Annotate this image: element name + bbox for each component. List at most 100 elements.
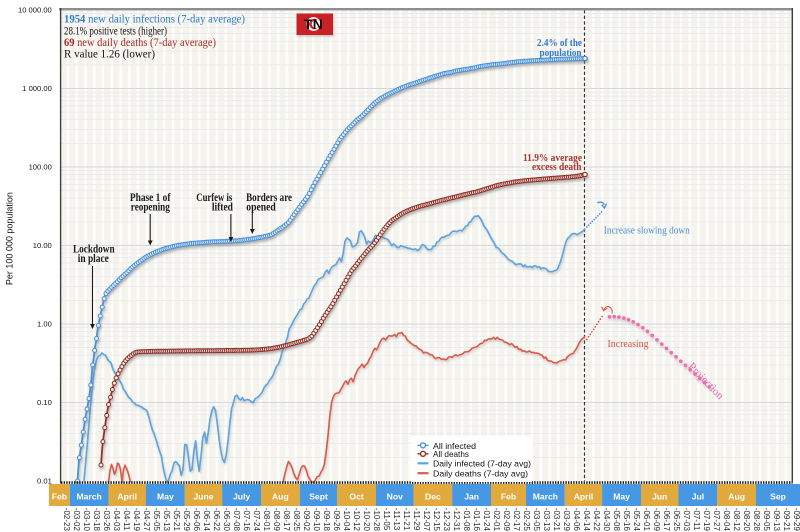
svg-text:-04-06: -04-06 <box>572 508 581 532</box>
svg-text:May: May <box>613 492 630 502</box>
svg-text:10 000.00: 10 000.00 <box>18 6 52 15</box>
svg-text:-06-09: -06-09 <box>652 508 661 532</box>
svg-text:-08-04: -08-04 <box>722 508 731 532</box>
svg-text:-03-21: -03-21 <box>552 508 561 532</box>
svg-text:-09-18: -09-18 <box>322 508 331 532</box>
svg-text:Jun: Jun <box>652 492 667 502</box>
svg-text:-07-16: -07-16 <box>242 508 251 532</box>
svg-text:April: April <box>117 492 137 502</box>
svg-text:Daily infected (7-day avg): Daily infected (7-day avg) <box>433 459 531 469</box>
svg-text:-10-28: -10-28 <box>372 508 381 532</box>
svg-text:-06-06: -06-06 <box>192 508 201 532</box>
svg-text:All deaths: All deaths <box>433 449 469 459</box>
svg-text:-11-05: -11-05 <box>382 508 391 531</box>
svg-text:-01-24: -01-24 <box>482 508 491 532</box>
svg-text:-07-27: -07-27 <box>712 508 721 532</box>
svg-text:-04-22: -04-22 <box>592 508 601 532</box>
svg-text:R value 1.26 (lower): R value 1.26 (lower) <box>64 48 155 60</box>
svg-text:Aug: Aug <box>272 492 289 502</box>
svg-text:Aug: Aug <box>728 492 745 502</box>
svg-text:0.10: 0.10 <box>37 398 52 407</box>
svg-text:-08-28: -08-28 <box>752 508 761 532</box>
svg-text:2.4% of the: 2.4% of the <box>537 38 582 49</box>
svg-text:Curfew is: Curfew is <box>196 192 233 204</box>
svg-text:-03-13: -03-13 <box>542 508 551 532</box>
svg-text:-04-30: -04-30 <box>602 508 611 532</box>
svg-text:-06-22: -06-22 <box>212 508 221 532</box>
svg-text:-08-12: -08-12 <box>732 508 741 532</box>
svg-text:Borders are: Borders are <box>246 192 292 204</box>
svg-text:-03-02: -03-02 <box>72 508 81 532</box>
svg-text:11.9% average: 11.9% average <box>523 153 582 164</box>
svg-text:-08-25: -08-25 <box>292 508 301 532</box>
svg-text:Dec: Dec <box>425 492 441 502</box>
svg-text:-07-19: -07-19 <box>702 508 711 532</box>
svg-text:-03-29: -03-29 <box>562 508 571 532</box>
svg-text:Daily deaths (7-day avg): Daily deaths (7-day avg) <box>433 469 528 479</box>
svg-text:Phase 1 of: Phase 1 of <box>130 192 171 204</box>
svg-text:-06-25: -06-25 <box>672 508 681 532</box>
svg-text:Increasing: Increasing <box>608 339 650 350</box>
svg-text:Nov: Nov <box>387 492 403 502</box>
svg-text:-03-05: -03-05 <box>532 508 541 532</box>
svg-text:May: May <box>157 492 174 502</box>
svg-text:-08-17: -08-17 <box>282 508 291 532</box>
svg-text:-10-20: -10-20 <box>362 508 371 532</box>
svg-text:1 000.00: 1 000.00 <box>22 84 52 93</box>
svg-text:-06-17: -06-17 <box>662 508 671 532</box>
svg-text:-09-26: -09-26 <box>332 508 341 532</box>
svg-text:-12-23: -12-23 <box>442 508 451 532</box>
svg-text:10.00: 10.00 <box>33 241 52 250</box>
svg-text:-11-13: -11-13 <box>392 508 401 531</box>
svg-text:-03-18: -03-18 <box>92 508 101 532</box>
svg-text:Feb: Feb <box>501 492 516 502</box>
svg-text:-10-12: -10-12 <box>352 508 361 532</box>
svg-text:-04-11: -04-11 <box>122 508 131 531</box>
svg-text:July: July <box>233 492 250 502</box>
svg-text:-06-30: -06-30 <box>222 508 231 532</box>
svg-text:-04-14: -04-14 <box>582 508 591 532</box>
svg-text:-03-26: -03-26 <box>102 508 111 532</box>
svg-text:-08-09: -08-09 <box>272 508 281 532</box>
svg-text:-02-23: -02-23 <box>62 508 71 532</box>
svg-text:-01-08: -01-08 <box>462 508 471 532</box>
svg-text:-08-20: -08-20 <box>742 508 751 532</box>
svg-text:-02-25: -02-25 <box>522 508 531 532</box>
svg-text:June: June <box>193 492 213 502</box>
svg-text:-08-01: -08-01 <box>262 508 271 532</box>
svg-text:Jan: Jan <box>464 492 479 502</box>
svg-text:-09-02: -09-02 <box>302 508 311 532</box>
svg-text:population: population <box>540 48 582 59</box>
svg-text:-09-29: -09-29 <box>792 508 800 532</box>
svg-text:-12-15: -12-15 <box>432 508 441 532</box>
svg-text:opened: opened <box>246 202 276 214</box>
svg-text:-09-21: -09-21 <box>782 508 791 532</box>
svg-text:March: March <box>533 492 558 502</box>
svg-text:-11-29: -11-29 <box>412 508 421 531</box>
svg-text:All infected: All infected <box>433 441 476 451</box>
svg-text:-07-11: -07-11 <box>692 508 701 531</box>
svg-text:-02-17: -02-17 <box>512 508 521 532</box>
svg-text:-06-01: -06-01 <box>642 508 651 532</box>
svg-text:-05-08: -05-08 <box>612 508 621 532</box>
svg-text:-07-24: -07-24 <box>252 508 261 532</box>
svg-text:-02-09: -02-09 <box>502 508 511 532</box>
svg-text:-05-05: -05-05 <box>152 508 161 532</box>
svg-text:-05-21: -05-21 <box>172 508 181 532</box>
svg-text:-12-31: -12-31 <box>452 508 461 532</box>
svg-text:Oct: Oct <box>349 492 363 502</box>
svg-text:-03-10: -03-10 <box>82 508 91 532</box>
svg-text:-10-04: -10-04 <box>342 508 351 532</box>
svg-text:excess death: excess death <box>532 162 582 173</box>
svg-text:-05-16: -05-16 <box>622 508 631 532</box>
svg-text:Lockdown: Lockdown <box>73 243 115 255</box>
svg-text:-07-03: -07-03 <box>682 508 691 532</box>
svg-text:-04-27: -04-27 <box>142 508 151 532</box>
svg-text:-02-01: -02-01 <box>492 508 501 532</box>
svg-text:100.00: 100.00 <box>29 163 52 172</box>
svg-text:-04-19: -04-19 <box>132 508 141 532</box>
svg-text:-11-21: -11-21 <box>402 508 411 531</box>
svg-text:March: March <box>76 492 101 502</box>
svg-text:1954 new daily infections (7-d: 1954 new daily infections (7-day average… <box>64 14 245 26</box>
svg-text:lifted: lifted <box>212 202 234 214</box>
